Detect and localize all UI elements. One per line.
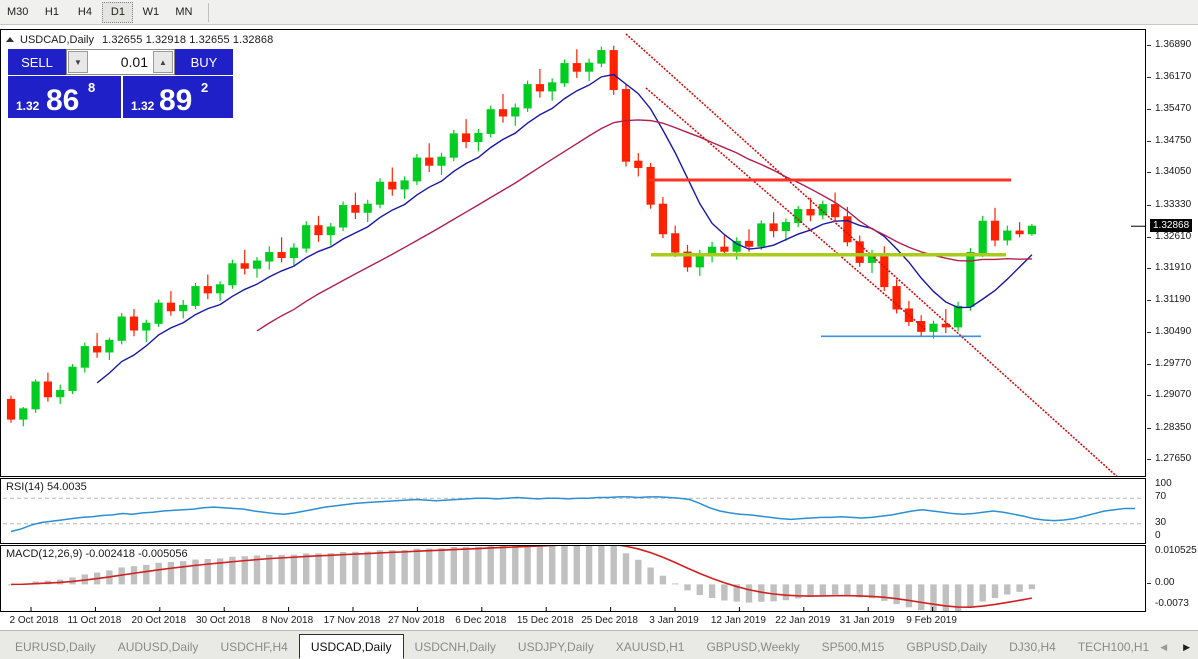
price-tick: 1.36170 xyxy=(1147,71,1191,83)
toolbar-separator xyxy=(208,2,210,22)
timeframe-d1[interactable]: D1 xyxy=(102,1,134,23)
time-axis-label: 25 Dec 2018 xyxy=(581,615,638,626)
macd-tick: 0.00 xyxy=(1147,577,1174,589)
current-price-label: 1.32868 xyxy=(1150,219,1193,233)
volume-stepper[interactable]: ▼ 0.01 ▲ xyxy=(66,49,175,75)
timeframe-mn[interactable]: MN xyxy=(175,6,193,18)
timeframe-toolbar: M30 H1 H4 D1 W1 MN xyxy=(0,0,1198,25)
chart-ohlc-values: 1.32655 1.32918 1.32655 1.32868 xyxy=(101,33,274,46)
macd-tick: -0.0073 xyxy=(1155,598,1189,609)
time-axis-label: 30 Oct 2018 xyxy=(195,615,251,626)
chart-tab-gbpusd-daily[interactable]: GBPUSD,Daily xyxy=(906,640,988,654)
rsi-label: RSI(14) 54.0035 xyxy=(6,481,87,493)
chart-tab-usdchf-h4[interactable]: USDCHF,H4 xyxy=(220,640,288,654)
time-axis-label: 17 Nov 2018 xyxy=(323,615,381,626)
timeframe-h4[interactable]: H4 xyxy=(77,6,92,18)
price-tick: 1.29770 xyxy=(1147,358,1191,370)
time-axis-label: 22 Jan 2019 xyxy=(775,615,831,626)
oct-price-row: 1.32 86 8 1.32 89 2 xyxy=(8,76,233,118)
sell-price-big: 86 xyxy=(46,84,80,117)
buy-price-big: 89 xyxy=(159,84,193,117)
time-axis-label: 8 Nov 2018 xyxy=(262,615,314,626)
chart-tab-usdjpy-daily[interactable]: USDJPY,Daily xyxy=(517,640,594,654)
chart-tab-usdcad-daily[interactable]: USDCAD,Daily xyxy=(298,634,404,659)
rsi-canvas xyxy=(3,496,1143,533)
price-tick: 1.31910 xyxy=(1147,262,1191,274)
rsi-indicator-pane[interactable]: RSI(14) 54.0035 xyxy=(0,478,1146,544)
time-axis-label: 6 Dec 2018 xyxy=(455,615,507,626)
chart-tab-bar: EURUSD,Daily AUDUSD,Daily USDCHF,H4 USDCAD,… xyxy=(0,630,1198,659)
time-axis-label: 31 Jan 2019 xyxy=(839,615,895,626)
rsi-scale: 100 70 30 0 xyxy=(1147,478,1198,544)
timeframe-m30[interactable]: M30 xyxy=(7,6,29,18)
chart-tab-audusd-daily[interactable]: AUDUSD,Daily xyxy=(117,640,199,654)
time-axis[interactable]: 2 Oct 2018 11 Oct 2018 20 Oct 2018 30 Oct 2… xyxy=(0,612,1146,630)
chart-tab-usdcnh-daily[interactable]: USDCNH,Daily xyxy=(414,640,496,654)
timeframe-h1[interactable]: H1 xyxy=(44,6,59,18)
sell-button[interactable]: SELL xyxy=(8,49,66,75)
sell-price-fraction: 8 xyxy=(88,80,96,95)
time-axis-label: 15 Dec 2018 xyxy=(516,615,574,626)
volume-decrement-icon[interactable]: ▼ xyxy=(68,51,88,73)
price-tick: 1.34750 xyxy=(1147,135,1191,147)
chart-title: USDCAD,Daily 1.32655 1.32918 1.32655 1.3… xyxy=(2,32,273,47)
time-axis-label: 27 Nov 2018 xyxy=(388,615,445,626)
price-tick: 1.34050 xyxy=(1147,166,1191,178)
collapse-triangle-icon[interactable] xyxy=(6,37,14,42)
time-axis-label: 9 Feb 2019 xyxy=(906,615,957,626)
rsi-tick: 70 xyxy=(1155,491,1167,503)
chart-symbol-label: USDCAD,Daily xyxy=(20,33,94,46)
tab-scroll-left-icon[interactable]: ◀ xyxy=(1160,641,1168,652)
price-scale[interactable]: 1.36890 1.36170 1.35470 1.34750 1.34050 1.333… xyxy=(1147,29,1198,477)
time-axis-label: 20 Oct 2018 xyxy=(131,615,187,626)
rsi-tick: 100 xyxy=(1155,478,1172,489)
timeframe-w1[interactable]: W1 xyxy=(142,6,160,18)
price-tick: 1.32610 xyxy=(1147,231,1191,243)
sell-price-prefix: 1.32 xyxy=(16,99,40,113)
time-axis-label: 12 Jan 2019 xyxy=(710,615,766,626)
tab-navigation: ◀ ▶ xyxy=(1160,635,1198,659)
sell-price-button[interactable]: 1.32 86 8 xyxy=(8,76,121,118)
tab-scroll-right-icon[interactable]: ▶ xyxy=(1183,641,1191,652)
price-tick: 1.27650 xyxy=(1147,453,1191,465)
price-tick: 1.30490 xyxy=(1147,326,1191,338)
macd-canvas xyxy=(7,546,1036,611)
chart-tab-sp500-m15[interactable]: SP500,M15 xyxy=(821,640,885,654)
one-click-trading-panel: SELL ▼ 0.01 ▲ BUY 1.32 86 8 1.32 89 2 xyxy=(8,49,233,118)
price-tick: 1.28350 xyxy=(1147,422,1191,434)
rsi-tick: 0 xyxy=(1155,530,1161,541)
price-tick: 1.29070 xyxy=(1147,389,1191,401)
chart-tab-dj30-h4[interactable]: DJ30,H4 xyxy=(1009,640,1056,654)
macd-scale: 0.010525 0.00 -0.0073 xyxy=(1147,545,1198,612)
oct-top-row: SELL ▼ 0.01 ▲ BUY xyxy=(8,49,233,75)
volume-input[interactable]: 0.01 xyxy=(88,50,153,74)
buy-price-button[interactable]: 1.32 89 2 xyxy=(123,76,233,118)
time-axis-label: 2 Oct 2018 xyxy=(9,615,59,626)
buy-price-prefix: 1.32 xyxy=(131,99,155,113)
price-tick: 1.35470 xyxy=(1147,103,1191,115)
volume-increment-icon[interactable]: ▲ xyxy=(153,51,173,73)
macd-tick: 0.010525 xyxy=(1155,545,1197,556)
macd-label: MACD(12,26,9) -0.002418 -0.005056 xyxy=(6,548,188,560)
chart-tab-eurusd-daily[interactable]: EURUSD,Daily xyxy=(15,640,96,654)
time-axis-label: 3 Jan 2019 xyxy=(649,615,699,626)
rsi-tick: 30 xyxy=(1155,516,1167,528)
price-tick: 1.33330 xyxy=(1147,199,1191,211)
time-axis-label: 11 Oct 2018 xyxy=(67,615,122,626)
price-tick: 1.31190 xyxy=(1147,294,1190,306)
price-chart-canvas xyxy=(6,33,1145,476)
price-tick: 1.36890 xyxy=(1147,39,1191,51)
chart-tab-tech100-h1[interactable]: TECH100,H1 xyxy=(1077,640,1150,654)
chart-tab-xauusd-h1[interactable]: XAUUSD,H1 xyxy=(615,640,685,654)
macd-indicator-pane[interactable]: MACD(12,26,9) -0.002418 -0.005056 xyxy=(0,545,1146,612)
buy-button[interactable]: BUY xyxy=(175,49,233,75)
chart-tab-gbpusd-weekly[interactable]: GBPUSD,Weekly xyxy=(706,640,800,654)
buy-price-fraction: 2 xyxy=(201,80,209,95)
